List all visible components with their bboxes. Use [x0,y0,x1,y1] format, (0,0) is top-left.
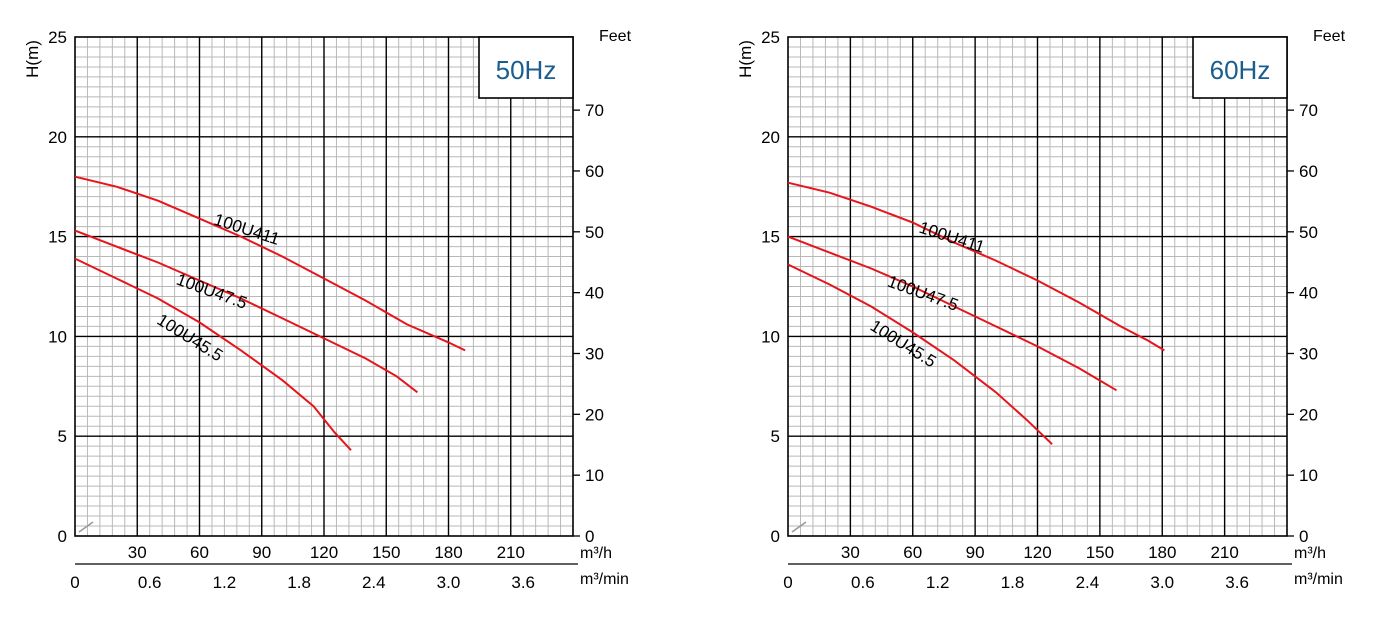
x-unit-m3h: m³/h [1294,545,1326,562]
x-tick-label-m3min: 0.6 [851,573,875,592]
pump-curve-100u45-5 [787,263,1053,445]
x-tick-label-m3h: 120 [310,543,338,562]
x-tick-label-m3h: 30 [128,543,147,562]
x-tick-label-m3min: 2.4 [362,573,386,592]
chart-panel-60hz: 0 5 10 15 20 25 H(m) 0 10 20 30 40 50 60 70 Feet 30 60 90 1… [736,28,1346,592]
y-tick-label-left: 0 [58,527,67,546]
x-tick-label-m3h: 90 [252,543,271,562]
y-tick-label-right: 70 [585,101,604,120]
y-tick-label-right: 60 [585,162,604,181]
pump-curve-100u45-5 [74,257,352,451]
x-tick-label-m3h: 120 [1023,543,1051,562]
x-tick-label-m3min: 2.4 [1076,573,1100,592]
y-tick-label-right: 60 [1299,162,1318,181]
y-tick-label-left: 5 [771,427,780,446]
y-axis-title-left: H(m) [736,40,755,78]
pump-curve-100u411 [787,181,1165,352]
x-tick-label-m3h: 60 [190,543,209,562]
y-tick-label-left: 0 [771,527,780,546]
curve-label: 100U45.5 [154,310,227,365]
x-tick-label-m3min: 3.0 [437,573,461,592]
y-tick-label-right: 0 [585,527,594,546]
x-tick-label-m3h: 150 [1086,543,1114,562]
x-tick-label-m3min: 3.6 [1225,573,1249,592]
frequency-label: 50Hz [496,55,557,85]
y-axis-title-left: H(m) [23,40,42,78]
x-tick-label-m3h: 210 [497,543,525,562]
curve-label: 100U411 [212,210,282,249]
y-axis-title-right: Feet [1313,28,1346,45]
x-tick-label-m3h: 210 [1210,543,1238,562]
y-tick-label-left: 15 [761,228,780,247]
y-tick-label-left: 15 [48,228,67,247]
chart-panel-50hz: 0 5 10 15 20 25 H(m) 0 10 20 30 40 50 60 70 Feet 30 60 90 1… [23,28,632,592]
x-tick-label-m3min: 1.2 [213,573,237,592]
y-tick-label-left: 20 [761,128,780,147]
x-unit-m3h: m³/h [580,545,612,562]
y-tick-label-right: 50 [585,223,604,242]
y-tick-label-right: 10 [585,466,604,485]
x-unit-m3min: m³/min [1294,571,1343,588]
pump-curve-100u47-5 [787,235,1118,392]
x-tick-label-m3h: 180 [1148,543,1176,562]
y-axis-title-right: Feet [599,28,632,45]
y-tick-label-right: 30 [585,344,604,363]
pump-curve-100u411 [74,175,466,352]
x-tick-label-m3h: 60 [903,543,922,562]
x-tick-label-m3min: 3.6 [511,573,535,592]
x-tick-label-m3min: 0 [70,573,79,592]
plot-frame [74,36,574,537]
frequency-box [1192,36,1288,99]
x-tick-label-m3h: 90 [966,543,985,562]
x-tick-label-m3h: 180 [434,543,462,562]
y-tick-label-right: 50 [1299,223,1318,242]
x-unit-m3min: m³/min [580,571,629,588]
x-tick-label-m3min: 0 [783,573,792,592]
origin-mark [78,521,94,533]
pump-curve-100u47-5 [74,229,419,394]
y-tick-label-right: 0 [1299,527,1308,546]
y-tick-label-right: 70 [1299,101,1318,120]
plot-frame [787,36,1288,537]
x-tick-label-m3min: 0.6 [138,573,162,592]
x-tick-label-m3min: 1.8 [287,573,311,592]
x-tick-label-m3min: 1.2 [926,573,950,592]
y-tick-label-right: 10 [1299,466,1318,485]
y-tick-label-left: 25 [48,28,67,47]
y-tick-label-right: 40 [1299,284,1318,303]
x-tick-label-m3h: 150 [372,543,400,562]
x-tick-label-m3h: 30 [841,543,860,562]
x-tick-label-m3min: 1.8 [1001,573,1025,592]
y-tick-label-right: 40 [585,284,604,303]
y-tick-label-left: 10 [761,327,780,346]
x-tick-label-m3min: 3.0 [1150,573,1174,592]
y-tick-label-right: 20 [585,405,604,424]
frequency-box [478,36,574,99]
curve-label: 100U411 [917,218,987,257]
y-tick-label-left: 10 [48,327,67,346]
y-tick-label-right: 30 [1299,344,1318,363]
curve-label: 100U47.5 [885,272,961,315]
frequency-label: 60Hz [1210,55,1271,85]
y-tick-label-right: 20 [1299,405,1318,424]
y-tick-label-left: 25 [761,28,780,47]
origin-mark [791,521,807,533]
y-tick-label-left: 20 [48,128,67,147]
y-tick-label-left: 5 [58,427,67,446]
